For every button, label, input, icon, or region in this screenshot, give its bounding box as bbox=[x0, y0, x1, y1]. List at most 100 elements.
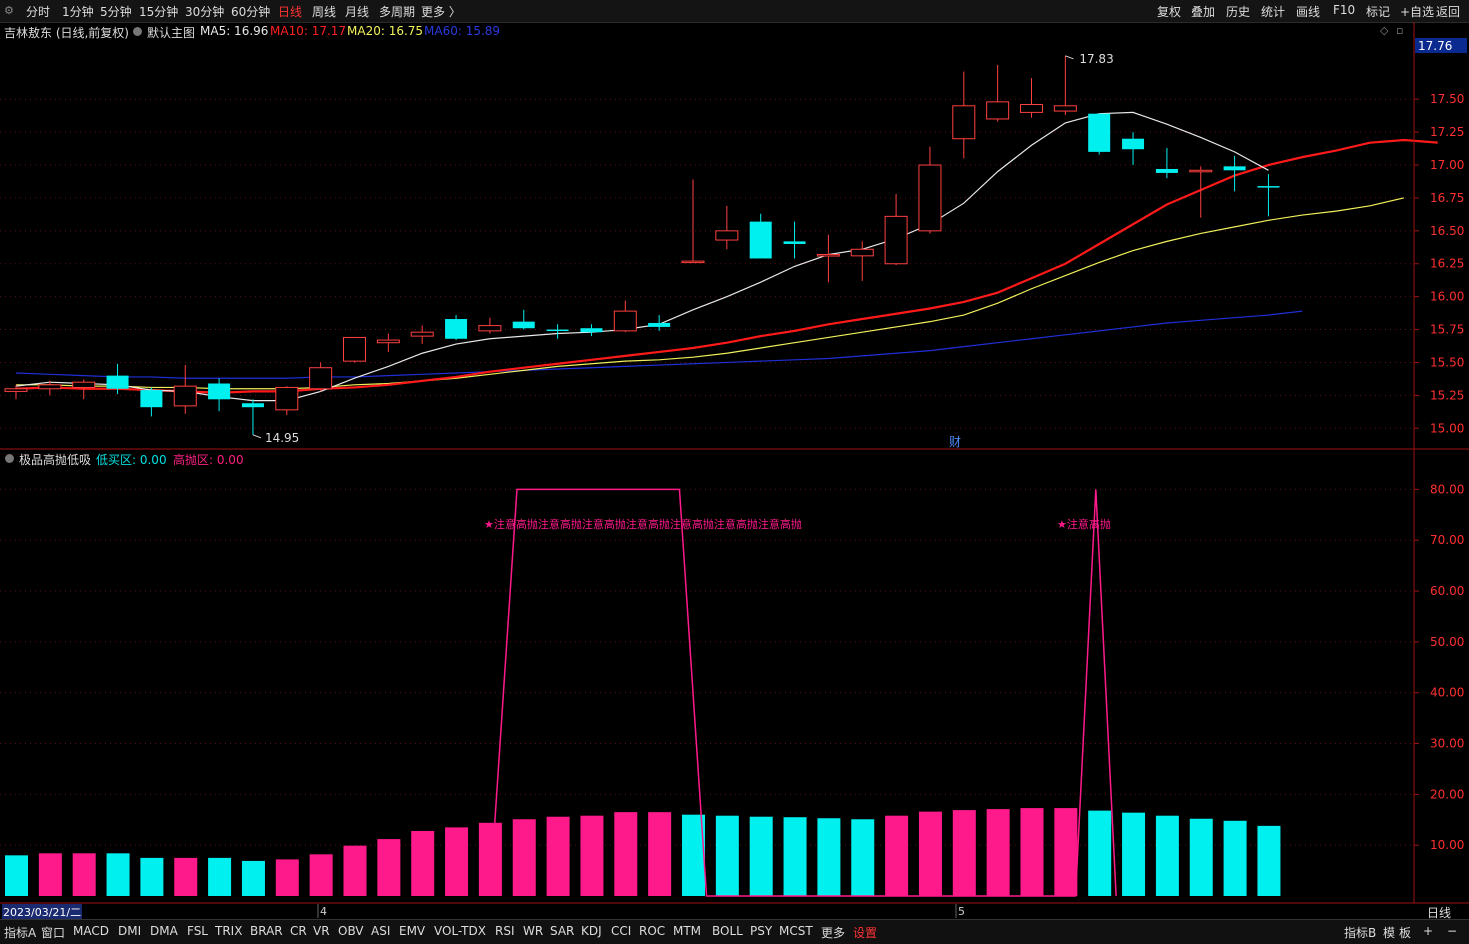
indicator-name[interactable]: 极品高抛低吸 bbox=[19, 453, 92, 467]
tab-roc[interactable]: ROC bbox=[639, 924, 666, 938]
mark-button[interactable]: 标记 bbox=[1366, 5, 1391, 19]
candle-body bbox=[376, 339, 400, 344]
tab-daily[interactable]: 日线 bbox=[278, 5, 303, 19]
tab-sar[interactable]: SAR bbox=[550, 924, 575, 938]
tab-settings[interactable]: 设置 bbox=[853, 926, 878, 940]
tab-wr[interactable]: WR bbox=[523, 924, 544, 938]
square-icon[interactable]: ▫ bbox=[1396, 24, 1404, 37]
tab-dma[interactable]: DMA bbox=[150, 924, 178, 938]
tab-board[interactable]: 板 bbox=[1399, 926, 1412, 940]
candle-body bbox=[749, 221, 772, 259]
indicator-bar bbox=[309, 854, 333, 896]
tab-vr[interactable]: VR bbox=[313, 924, 330, 938]
diamond-icon[interactable]: ◇ bbox=[1380, 24, 1389, 37]
sub-dot-icon[interactable] bbox=[5, 451, 14, 465]
tab-indicator-b[interactable]: 指标B bbox=[1344, 926, 1377, 940]
tab-mtm[interactable]: MTM bbox=[673, 924, 702, 938]
candle-body bbox=[208, 383, 231, 400]
tab-timeshare[interactable]: 分时 bbox=[26, 5, 51, 19]
gear-icon[interactable]: ⚙ bbox=[4, 4, 14, 17]
warning-text-1: ★注意高抛注意高抛注意高抛注意高抛注意高抛注意高抛注意高抛 bbox=[484, 517, 802, 531]
indicator-bar bbox=[377, 839, 401, 896]
indicator-bar bbox=[275, 859, 299, 896]
indicator-tick-label: 40.00 bbox=[1430, 686, 1464, 700]
price-tick-label: 17.00 bbox=[1430, 158, 1464, 172]
price-tick-label: 16.00 bbox=[1430, 290, 1464, 304]
tab-5min[interactable]: 5分钟 bbox=[100, 5, 132, 19]
candle-body bbox=[918, 164, 942, 232]
adjust-button[interactable]: 复权 bbox=[1157, 5, 1182, 19]
back-button[interactable]: 返回 bbox=[1436, 5, 1461, 19]
tab-emv[interactable]: EMV bbox=[399, 924, 426, 938]
tab-60min[interactable]: 60分钟 bbox=[231, 5, 271, 19]
zoom-out-button[interactable]: − bbox=[1447, 924, 1458, 938]
tab-vol-tdx[interactable]: VOL-TDX bbox=[434, 924, 486, 938]
tab-asi[interactable]: ASI bbox=[371, 924, 391, 938]
add-watchlist-button[interactable]: +自选 bbox=[1400, 5, 1435, 19]
warning-text-2: ★注意高抛 bbox=[1057, 517, 1111, 531]
tab-30min[interactable]: 30分钟 bbox=[185, 5, 225, 19]
tab-fsl[interactable]: FSL bbox=[187, 924, 208, 938]
tab-obv[interactable]: OBV bbox=[338, 924, 364, 938]
candle-body bbox=[410, 331, 434, 337]
overlay-button[interactable]: 叠加 bbox=[1191, 5, 1216, 19]
stock-title: 吉林敖东 (日线,前复权) bbox=[4, 26, 129, 40]
tab-brar[interactable]: BRAR bbox=[250, 924, 283, 938]
tab-macd[interactable]: MACD bbox=[73, 924, 109, 938]
indicator-tick-label: 60.00 bbox=[1430, 584, 1464, 598]
history-button[interactable]: 历史 bbox=[1226, 5, 1251, 19]
indicator-bar bbox=[38, 853, 62, 896]
candle-body bbox=[343, 336, 366, 362]
candle-body bbox=[275, 386, 299, 411]
tab-boll[interactable]: BOLL bbox=[712, 924, 743, 938]
zoom-in-button[interactable]: + bbox=[1423, 924, 1434, 938]
tab-cr[interactable]: CR bbox=[290, 924, 307, 938]
draw-button[interactable]: 画线 bbox=[1296, 5, 1321, 19]
indicator-bar bbox=[986, 809, 1010, 896]
template-dot-icon[interactable] bbox=[133, 24, 142, 38]
tab-mcst[interactable]: MCST bbox=[779, 924, 813, 938]
price-tick-label: 16.50 bbox=[1430, 224, 1464, 238]
tab-trix[interactable]: TRIX bbox=[215, 924, 243, 938]
tab-15min[interactable]: 15分钟 bbox=[139, 5, 179, 19]
low-buy-label: 低买区: 0.00 bbox=[96, 453, 167, 467]
ma60-label: MA60: 15.89 bbox=[424, 24, 501, 38]
tab-more[interactable]: 更多 〉 bbox=[421, 5, 461, 19]
indicator-panel: ★注意高抛注意高抛注意高抛注意高抛注意高抛注意高抛注意高抛 ★注意高抛 bbox=[5, 488, 1281, 897]
candle-body bbox=[546, 329, 569, 332]
high-sell-label: 高抛区: 0.00 bbox=[173, 453, 244, 467]
indicator-bar bbox=[72, 853, 96, 896]
tab-psy[interactable]: PSY bbox=[750, 924, 773, 938]
tab-cci[interactable]: CCI bbox=[611, 924, 632, 938]
candle-body bbox=[1020, 103, 1043, 113]
ma20-label: MA20: 16.75 bbox=[347, 24, 424, 38]
indicator-bar bbox=[1257, 825, 1281, 896]
indicator-bar bbox=[749, 816, 773, 896]
indicator-tick-label: 50.00 bbox=[1430, 635, 1464, 649]
tab-rsi[interactable]: RSI bbox=[495, 924, 515, 938]
template-name[interactable]: 默认主图 bbox=[147, 26, 196, 40]
indicator-bar bbox=[546, 816, 570, 896]
candle-body bbox=[478, 325, 502, 332]
current-price-label: 17.76 bbox=[1418, 39, 1452, 53]
candle-body bbox=[816, 254, 840, 257]
tab-template[interactable]: 模 bbox=[1383, 926, 1396, 940]
price-tick-label: 15.50 bbox=[1430, 355, 1464, 369]
tab-window[interactable]: 窗口 bbox=[41, 926, 66, 940]
f10-button[interactable]: F10 bbox=[1333, 3, 1356, 17]
indicator-bar bbox=[715, 815, 739, 896]
tab-kdj[interactable]: KDJ bbox=[581, 924, 602, 938]
candle-body bbox=[1088, 113, 1111, 152]
ma10-line bbox=[15, 138, 1438, 394]
tab-indicator-a[interactable]: 指标A bbox=[4, 926, 37, 940]
tab-multi-period[interactable]: 多周期 bbox=[379, 5, 416, 19]
tab-dmi[interactable]: DMI bbox=[118, 924, 142, 938]
tab-weekly[interactable]: 周线 bbox=[312, 5, 337, 19]
price-tick-label: 15.75 bbox=[1430, 323, 1464, 337]
high-marker bbox=[1065, 55, 1074, 60]
tab-monthly[interactable]: 月线 bbox=[345, 5, 370, 19]
tab-more-indicators[interactable]: 更多 bbox=[821, 926, 846, 940]
stats-button[interactable]: 统计 bbox=[1261, 5, 1286, 19]
candle-body bbox=[38, 384, 62, 390]
tab-1min[interactable]: 1分钟 bbox=[62, 5, 94, 19]
